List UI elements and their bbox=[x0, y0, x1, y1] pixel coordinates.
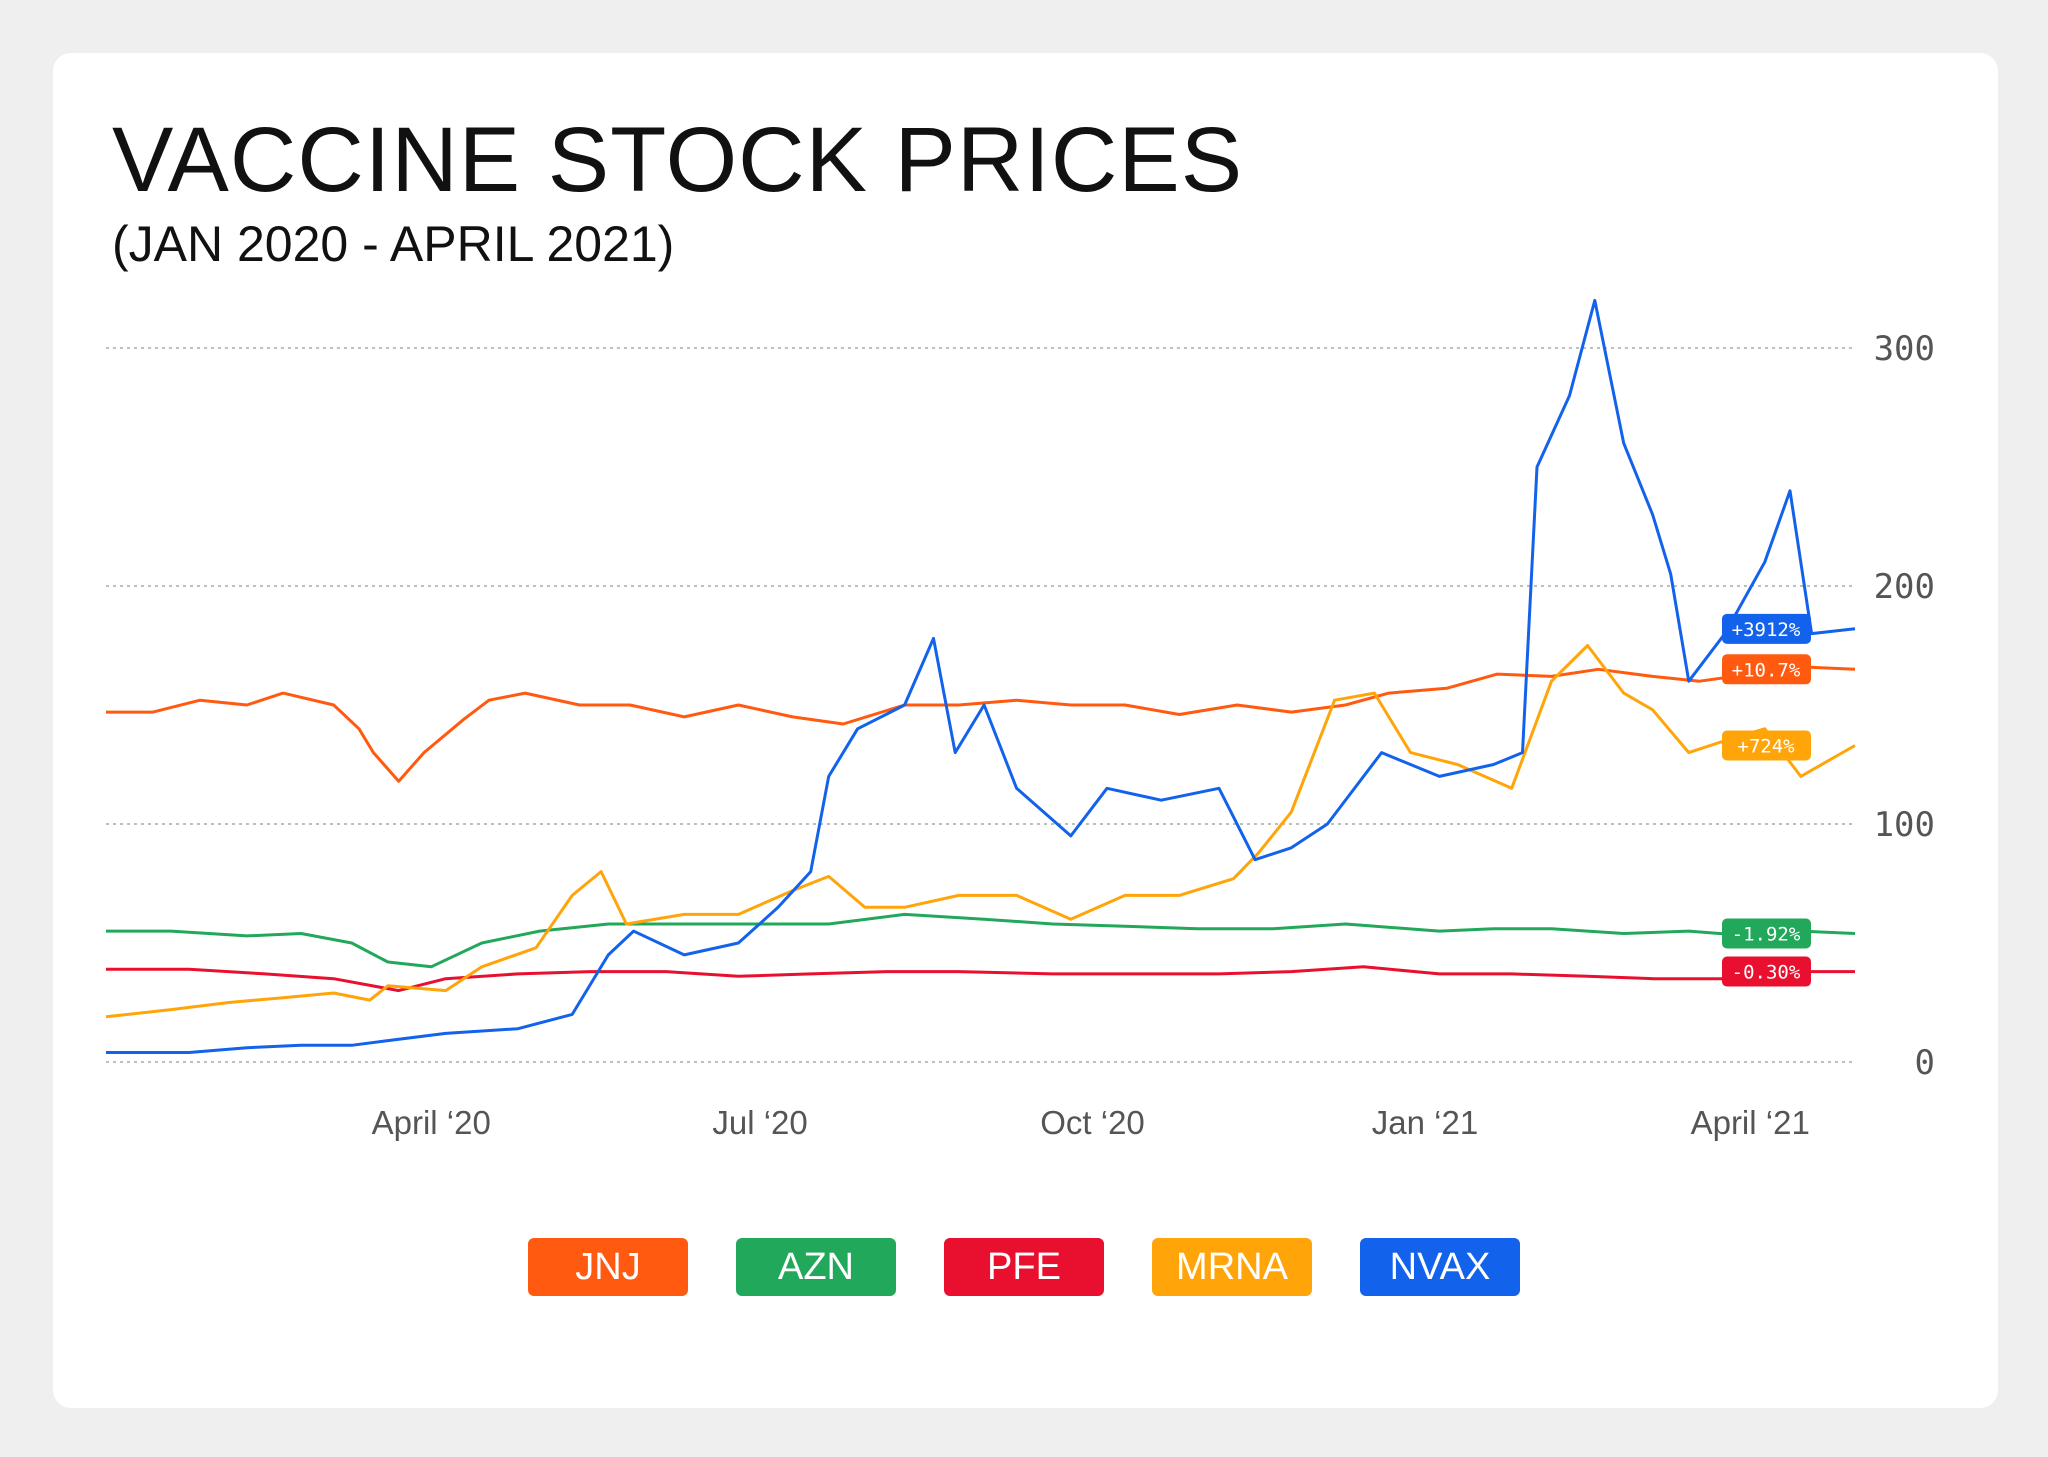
series-line-azn bbox=[106, 912, 1856, 969]
change-badge-pfe: -0.30% bbox=[1722, 956, 1811, 987]
legend-item-azn[interactable]: AZN bbox=[736, 1238, 896, 1296]
legend-item-jnj[interactable]: JNJ bbox=[528, 1238, 688, 1296]
chart-card bbox=[53, 53, 1998, 1408]
change-badge-label: -1.92% bbox=[1732, 923, 1801, 945]
series-line-jnj bbox=[106, 665, 1856, 783]
x-axis: April ‘20 Jul ‘20 Oct ‘20 Jan ‘21 April ‘21 bbox=[372, 1104, 1810, 1141]
legend: JNJ AZN PFE MRNA NVAX bbox=[0, 1238, 2048, 1296]
y-tick-label: 300 bbox=[1874, 329, 1935, 369]
chart-subtitle: (JAN 2020 - APRIL 2021) bbox=[112, 216, 675, 272]
change-badge-nvax: +3912% bbox=[1722, 613, 1811, 644]
change-badges: +3912% +10.7% +724% -1.92% -0.30% bbox=[1722, 613, 1811, 987]
legend-item-pfe[interactable]: PFE bbox=[944, 1238, 1104, 1296]
series-line-nvax bbox=[106, 298, 1856, 1054]
series-line-pfe bbox=[106, 965, 1855, 993]
series-line-mrna bbox=[105, 644, 1856, 1019]
change-badge-azn: -1.92% bbox=[1722, 918, 1811, 949]
legend-item-nvax[interactable]: NVAX bbox=[1360, 1238, 1520, 1296]
x-tick-label: Jul ‘20 bbox=[712, 1104, 807, 1141]
legend-item-mrna[interactable]: MRNA bbox=[1152, 1238, 1312, 1296]
y-tick-label: 0 bbox=[1915, 1043, 1935, 1083]
series-lines bbox=[105, 298, 1856, 1054]
change-badge-label: +724% bbox=[1737, 735, 1795, 757]
change-badge-label: +3912% bbox=[1732, 619, 1801, 641]
x-tick-label: Jan ‘21 bbox=[1372, 1104, 1478, 1141]
change-badge-mrna: +724% bbox=[1722, 730, 1811, 761]
change-badge-label: +10.7% bbox=[1732, 659, 1801, 681]
y-axis: 0 100 200 300 bbox=[1874, 329, 1935, 1083]
x-tick-label: April ‘21 bbox=[1691, 1104, 1810, 1141]
gridlines bbox=[106, 347, 1855, 1063]
change-badge-jnj: +10.7% bbox=[1722, 654, 1811, 685]
y-tick-label: 200 bbox=[1874, 567, 1935, 607]
change-badge-label: -0.30% bbox=[1732, 962, 1801, 984]
y-tick-label: 100 bbox=[1874, 805, 1935, 845]
x-tick-label: April ‘20 bbox=[372, 1104, 491, 1141]
x-tick-label: Oct ‘20 bbox=[1040, 1104, 1145, 1141]
chart-title: VACCINE STOCK PRICES bbox=[112, 109, 1244, 211]
